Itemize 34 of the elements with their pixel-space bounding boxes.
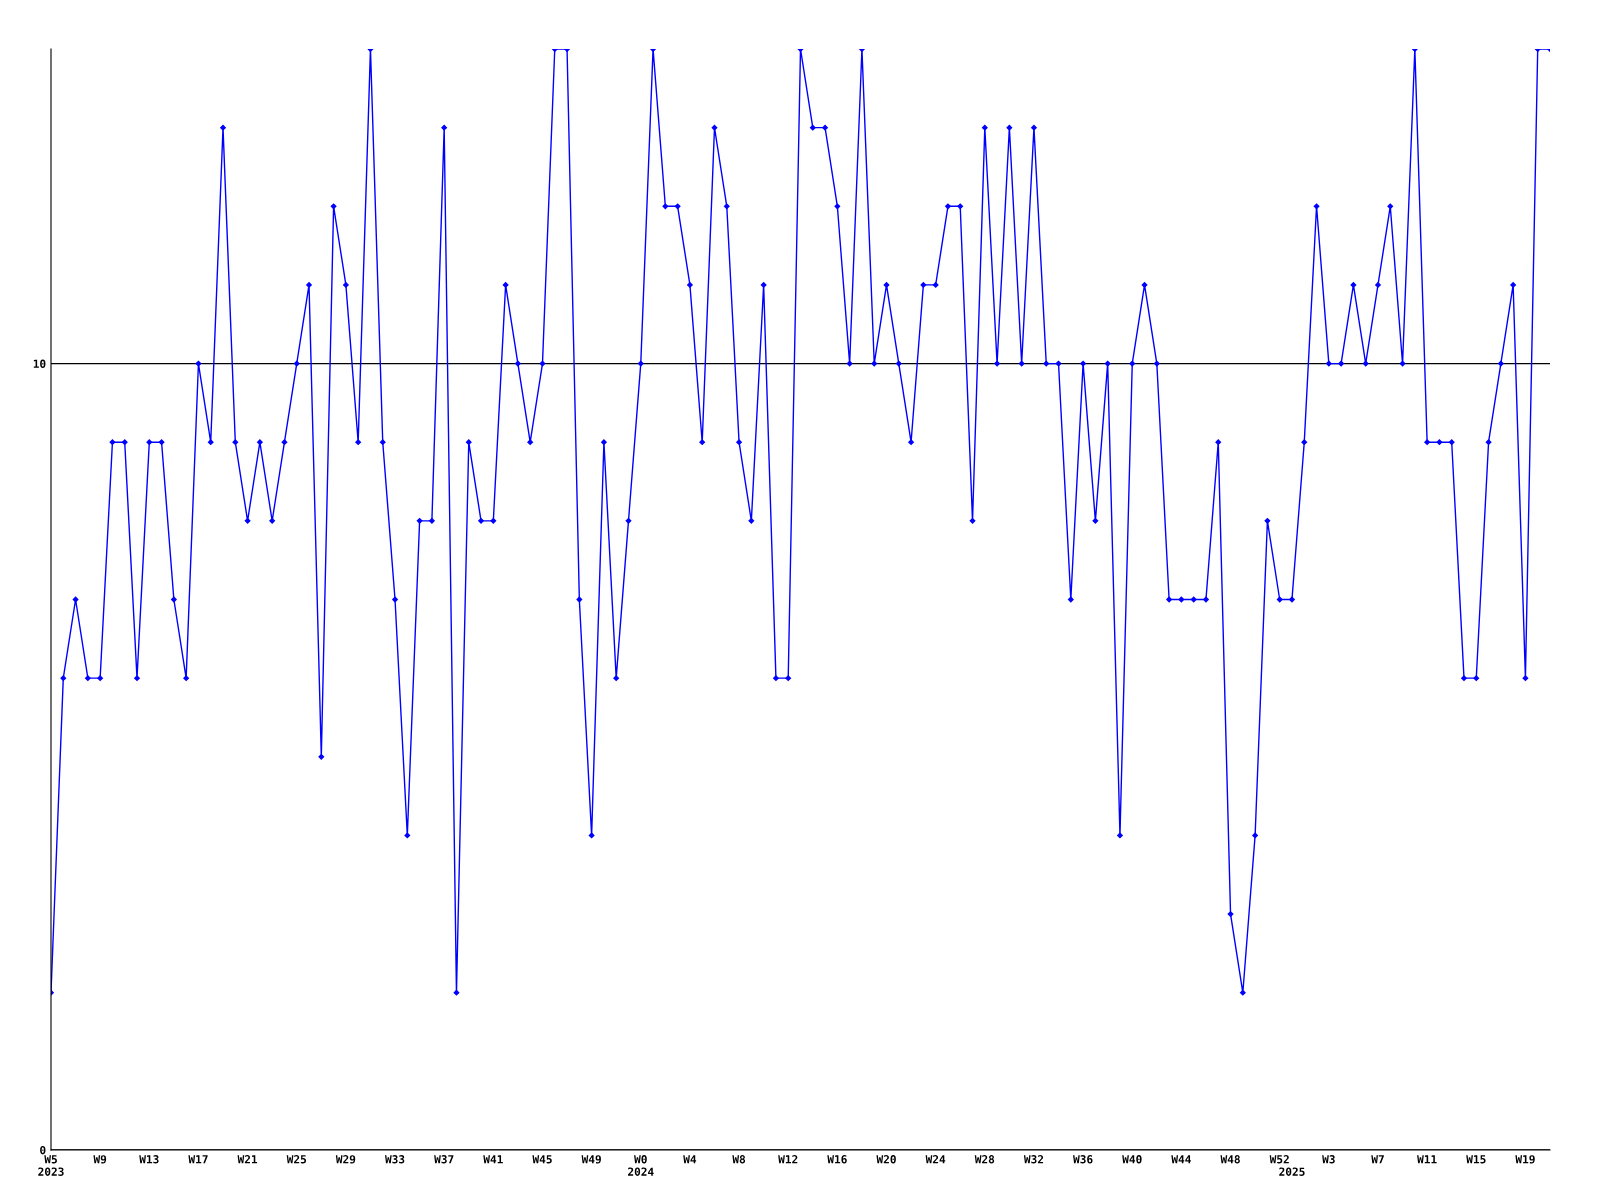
x-tick-label: W36 xyxy=(1073,1155,1093,1164)
x-tick-label: W44 xyxy=(1171,1155,1191,1164)
x-tick-label: 2025 xyxy=(1279,1167,1305,1176)
x-tick-label: W9 xyxy=(93,1155,107,1164)
x-tick-label: W3 xyxy=(1322,1155,1335,1164)
x-tick-label: W29 xyxy=(335,1155,356,1164)
y-tick-label: 10 xyxy=(33,359,46,368)
x-tick-label: W16 xyxy=(827,1155,847,1164)
x-tick-label: W40 xyxy=(1122,1155,1142,1164)
x-tick-label: W52 xyxy=(1269,1155,1289,1164)
x-tick-label: W41 xyxy=(483,1155,503,1164)
x-tick-label: W24 xyxy=(925,1155,946,1164)
x-tick-label: W5 2023 xyxy=(38,1155,64,1176)
x-tick-label: W21 xyxy=(237,1155,258,1164)
x-tick-label: W17 xyxy=(188,1155,208,1164)
x-tick-label: W28 xyxy=(974,1155,995,1164)
x-tick-label: W49 xyxy=(581,1155,601,1164)
x-tick-label: W11 xyxy=(1417,1155,1437,1164)
x-tick-label: W37 xyxy=(434,1155,454,1164)
x-tick-label: W15 xyxy=(1466,1155,1486,1164)
x-tick-label: W19 xyxy=(1515,1155,1535,1164)
x-tick-label: W48 xyxy=(1220,1155,1240,1164)
y-tick-label: 0 xyxy=(40,1145,46,1155)
x-tick-label: W7 xyxy=(1371,1155,1384,1164)
x-tick-label: W4 xyxy=(683,1155,697,1164)
x-tick-label: W12 xyxy=(778,1155,798,1164)
x-tick-label: W20 xyxy=(876,1155,896,1164)
x-tick-label: W8 xyxy=(732,1155,746,1164)
x-tick-label: W25 xyxy=(286,1155,307,1164)
x-tick-label: W0 2024 xyxy=(628,1155,654,1176)
x-tick-label: W33 xyxy=(385,1155,405,1164)
x-tick-label: W32 xyxy=(1023,1155,1044,1164)
x-tick-label: W45 xyxy=(532,1155,552,1164)
x-tick-label: W13 xyxy=(139,1155,159,1164)
